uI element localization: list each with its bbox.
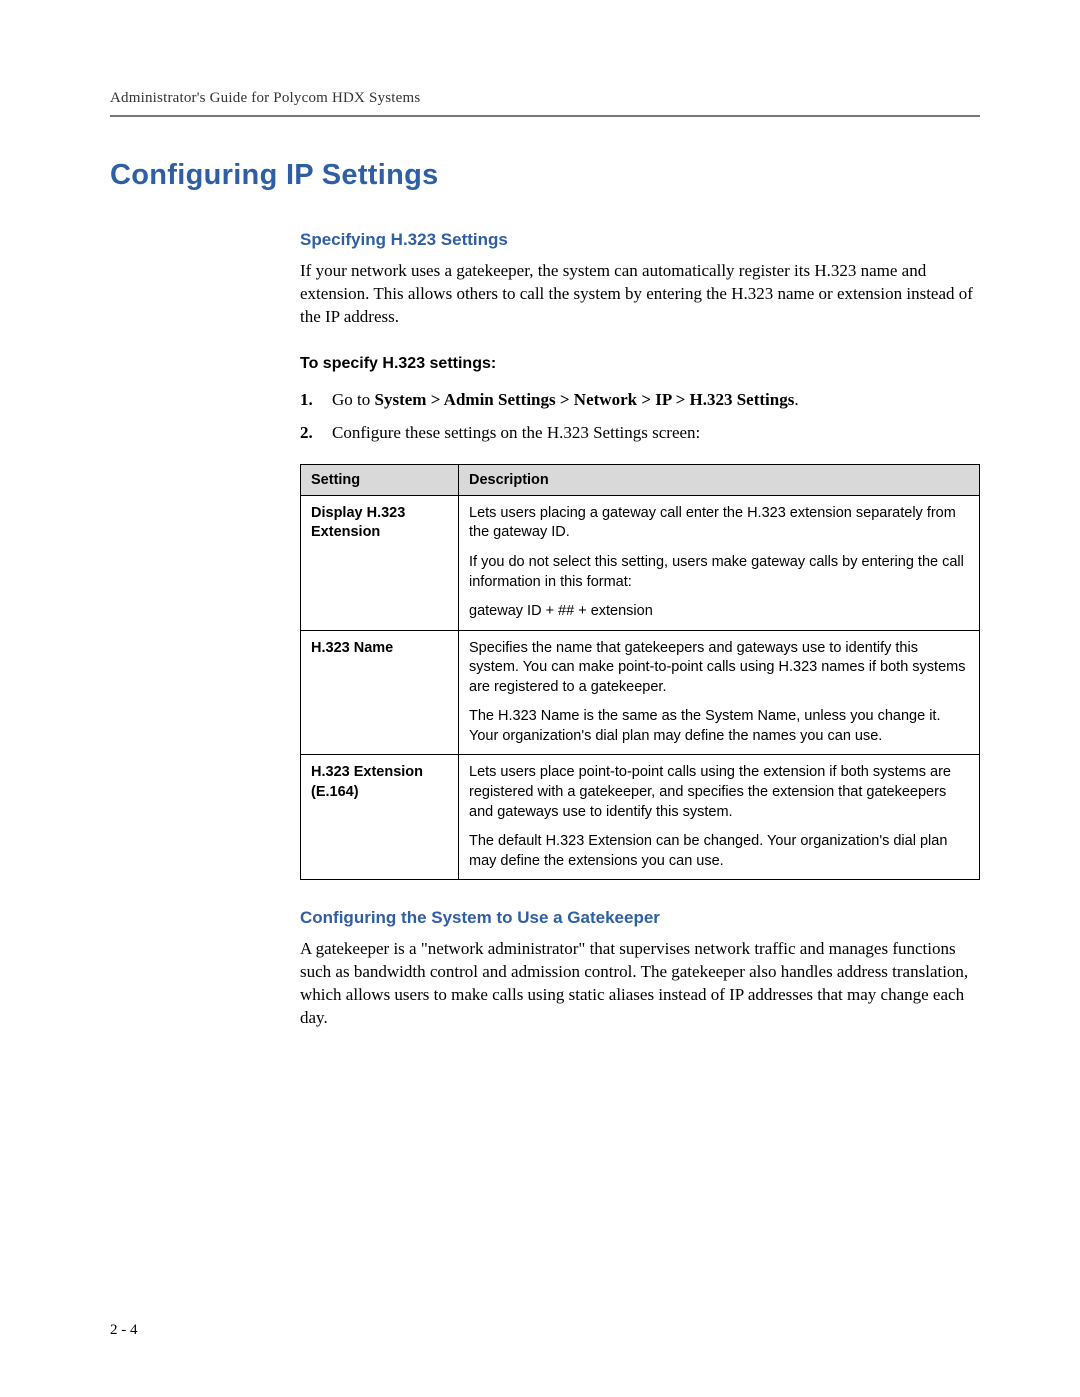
page-title: Configuring IP Settings xyxy=(110,159,980,192)
step-bold-path: System > Admin Settings > Network > IP >… xyxy=(375,390,795,409)
section-heading-h323: Specifying H.323 Settings xyxy=(300,230,980,250)
desc-para: Specifies the name that gatekeepers and … xyxy=(469,639,969,698)
running-head: Administrator's Guide for Polycom HDX Sy… xyxy=(110,90,980,107)
desc-para: If you do not select this setting, users… xyxy=(469,553,969,592)
step-text: Configure these settings on the H.323 Se… xyxy=(332,420,700,446)
table-row: Display H.323 Extension Lets users placi… xyxy=(301,495,980,630)
header-rule xyxy=(110,115,980,117)
page: Administrator's Guide for Polycom HDX Sy… xyxy=(0,0,1080,1397)
desc-para: Lets users place point-to-point calls us… xyxy=(469,763,969,822)
table-header-row: Setting Description xyxy=(301,464,980,495)
step-prefix: Go to xyxy=(332,390,375,409)
setting-description: Lets users placing a gateway call enter … xyxy=(459,495,980,630)
table-row: H.323 Name Specifies the name that gatek… xyxy=(301,630,980,755)
setting-description: Specifies the name that gatekeepers and … xyxy=(459,630,980,755)
col-header-description: Description xyxy=(459,464,980,495)
section-heading-gatekeeper: Configuring the System to Use a Gatekeep… xyxy=(300,908,980,928)
desc-para: The default H.323 Extension can be chang… xyxy=(469,832,969,871)
table-row: H.323 Extension (E.164) Lets users place… xyxy=(301,755,980,880)
desc-para: The H.323 Name is the same as the System… xyxy=(469,707,969,746)
setting-name: H.323 Extension (E.164) xyxy=(301,755,459,880)
page-number: 2 - 4 xyxy=(110,1322,138,1339)
desc-para: gateway ID + ## + extension xyxy=(469,602,969,622)
desc-para: Lets users placing a gateway call enter … xyxy=(469,504,969,543)
intro-paragraph: If your network uses a gatekeeper, the s… xyxy=(300,260,980,329)
step-text: Go to System > Admin Settings > Network … xyxy=(332,387,799,413)
setting-name: Display H.323 Extension xyxy=(301,495,459,630)
step-1: 1. Go to System > Admin Settings > Netwo… xyxy=(300,387,980,413)
step-number: 2. xyxy=(300,420,322,446)
setting-name: H.323 Name xyxy=(301,630,459,755)
col-header-setting: Setting xyxy=(301,464,459,495)
steps-heading: To specify H.323 settings: xyxy=(300,355,980,373)
gatekeeper-paragraph: A gatekeeper is a "network administrator… xyxy=(300,938,980,1030)
step-2: 2. Configure these settings on the H.323… xyxy=(300,420,980,446)
content-block: Specifying H.323 Settings If your networ… xyxy=(300,230,980,1030)
steps-list: 1. Go to System > Admin Settings > Netwo… xyxy=(300,387,980,446)
step-number: 1. xyxy=(300,387,322,413)
setting-description: Lets users place point-to-point calls us… xyxy=(459,755,980,880)
settings-table: Setting Description Display H.323 Extens… xyxy=(300,464,980,880)
step-suffix: . xyxy=(794,390,798,409)
